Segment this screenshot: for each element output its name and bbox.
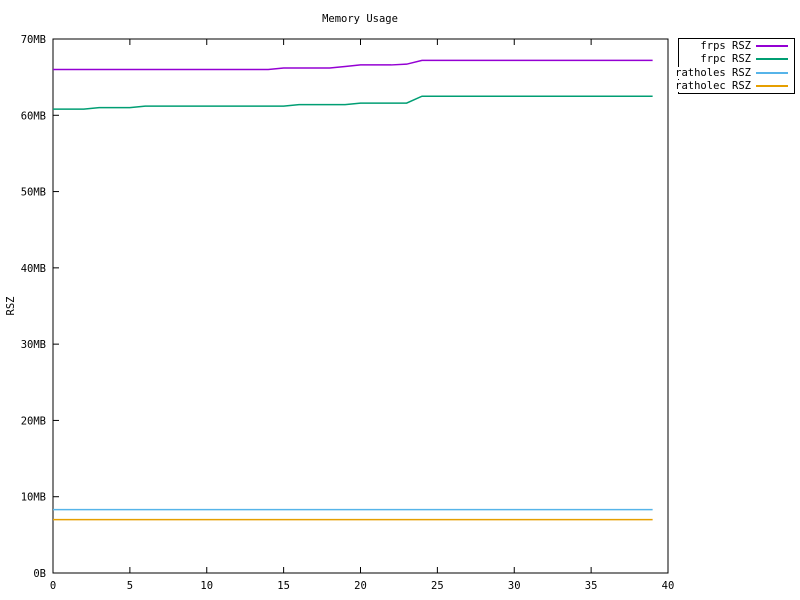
x-tick-label: 30 — [508, 580, 521, 592]
axes: 0 5 10 15 20 25 30 35 40 0B 10MB 20MB 30MB 40MB 50MB 60… — [21, 34, 675, 592]
y-tick-label: 20MB — [21, 415, 46, 427]
plot-border — [52, 38, 669, 574]
y-axis-label: RSZ — [5, 297, 17, 316]
x-tick-label: 10 — [200, 580, 213, 592]
x-tick-label: 0 — [50, 580, 56, 592]
y-tick-label: 70MB — [21, 34, 46, 46]
legend-line-sample — [756, 85, 788, 88]
legend-line-sample — [756, 58, 788, 61]
x-tick-label: 40 — [662, 580, 675, 592]
y-tick-label: 40MB — [21, 263, 46, 275]
legend-row: ratholec RSZ — [675, 80, 794, 94]
legend-label: frps RSZ — [700, 39, 751, 52]
legend-label: ratholec RSZ — [675, 80, 751, 93]
x-tick-label: 5 — [127, 580, 133, 592]
legend-row: frpc RSZ — [679, 53, 794, 67]
series-line-frpc-rsz — [53, 95, 653, 110]
x-tick-label: 20 — [354, 580, 367, 592]
y-tick-label: 30MB — [21, 339, 46, 351]
y-tick-label: 0B — [33, 568, 46, 580]
chart-title: Memory Usage — [322, 13, 398, 25]
x-tick-label: 35 — [585, 580, 598, 592]
series-line-frps-rsz — [53, 59, 653, 71]
y-tick-label: 50MB — [21, 187, 46, 199]
legend-line-sample — [756, 71, 788, 74]
x-tick-label: 15 — [277, 580, 290, 592]
legend-row: frps RSZ — [679, 39, 794, 53]
x-tick-label: 25 — [431, 580, 444, 592]
legend-label: frpc RSZ — [700, 53, 751, 66]
legend-label: ratholes RSZ — [675, 66, 751, 79]
legend-line-sample — [756, 44, 788, 47]
y-tick-label: 10MB — [21, 492, 46, 504]
legend: frps RSZ frpc RSZ ratholes RSZ ratholec RSZ — [675, 38, 795, 94]
series-lines — [53, 59, 653, 521]
legend-row: ratholes RSZ — [675, 66, 794, 80]
y-tick-label: 60MB — [21, 110, 46, 122]
